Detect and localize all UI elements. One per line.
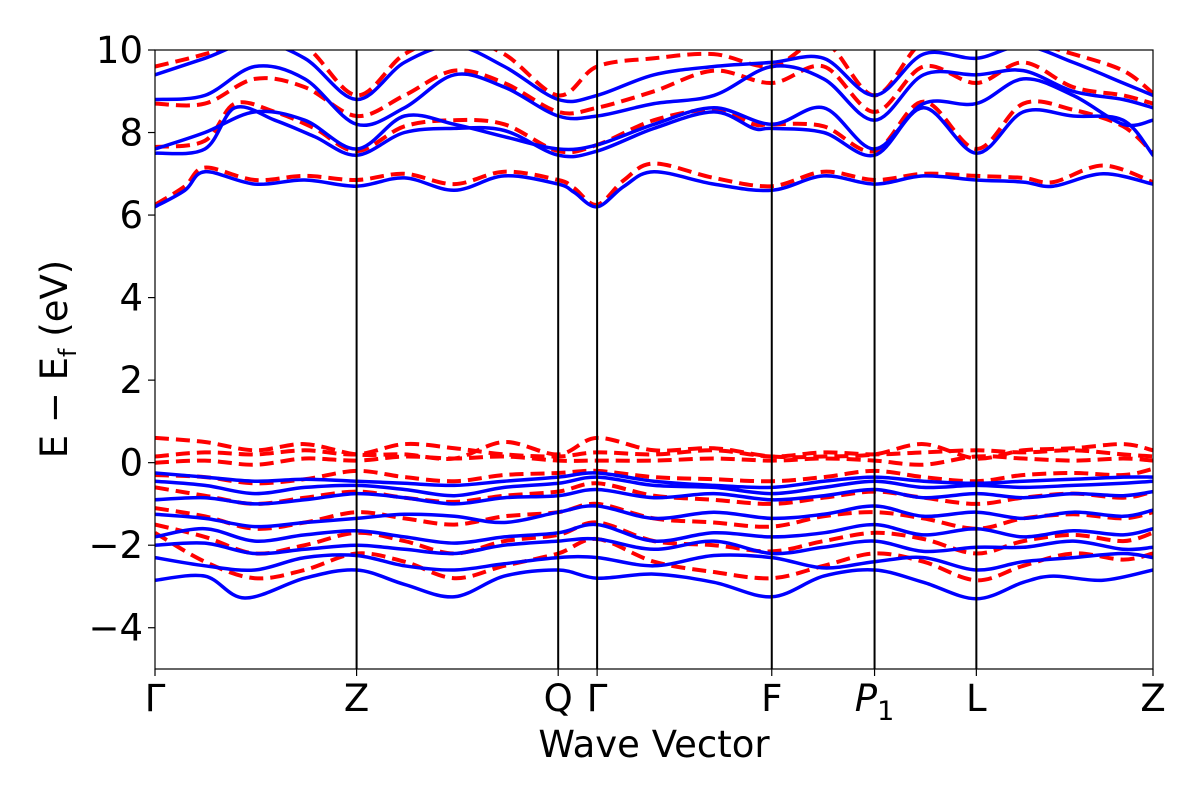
band-lines (155, 50, 1153, 601)
y-axis-label-unit: (eV) (33, 260, 76, 349)
dashed-band-8 (155, 161, 1153, 207)
x-axis-label: Wave Vector (538, 723, 770, 766)
y-axis-label-sub: f (54, 348, 82, 357)
dashed-band-5 (155, 454, 1153, 467)
x-tick-label-1: Z (344, 677, 369, 720)
x-tick-label-3: Γ (587, 677, 608, 720)
high-symmetry-lines (355, 50, 978, 669)
x-tick-label-7: Z (1140, 677, 1165, 720)
solid-band-2 (155, 536, 1153, 556)
x-tick-label-4: F (761, 677, 782, 720)
solid-band-0 (155, 568, 1153, 601)
x-tick-label-5: P1 (855, 677, 895, 727)
dashed-band-0 (155, 531, 1153, 583)
y-tick-label-6: 8 (119, 112, 143, 155)
solid-band-5 (155, 487, 1153, 506)
y-tick-label-3: 2 (119, 359, 143, 402)
y-tick-label-1: −2 (88, 524, 143, 567)
y-axis-label: E − Ef (eV) (33, 260, 82, 458)
dashed-band-7 (155, 435, 1153, 461)
x-tick-label-2: Q (544, 677, 573, 720)
solid-band-8 (155, 169, 1153, 209)
y-tick-label-0: −4 (88, 607, 143, 650)
solid-band-3 (155, 522, 1153, 545)
solid-band-12 (155, 50, 1153, 104)
dashed-band-3 (155, 481, 1153, 506)
dashed-band-9 (155, 99, 1153, 155)
y-axis-label-main: E − E (33, 357, 76, 458)
solid-band-4 (155, 504, 1153, 529)
y-tick-label-4: 4 (119, 277, 143, 320)
y-tick-label-5: 6 (119, 194, 143, 237)
solid-band-7 (155, 471, 1153, 490)
plot-frame (154, 49, 1154, 670)
y-tick-label-2: 0 (119, 442, 143, 485)
solid-band-9 (155, 105, 1153, 159)
solid-band-11 (155, 64, 1153, 128)
x-axis-ticks: Γ Z Q Γ F P1 L Z (145, 669, 1166, 727)
x-tick-label-0: Γ (145, 677, 166, 720)
solid-band-1 (155, 551, 1153, 573)
solid-band-6 (155, 475, 1153, 498)
y-axis-ticks: −4 −2 0 2 4 6 8 10 (88, 29, 155, 650)
dashed-band-11 (155, 50, 1153, 98)
x-tick-label-6: L (966, 677, 987, 720)
solid-band-10 (155, 77, 1153, 152)
dashed-band-10 (155, 60, 1153, 119)
y-tick-label-7: 10 (96, 29, 143, 72)
